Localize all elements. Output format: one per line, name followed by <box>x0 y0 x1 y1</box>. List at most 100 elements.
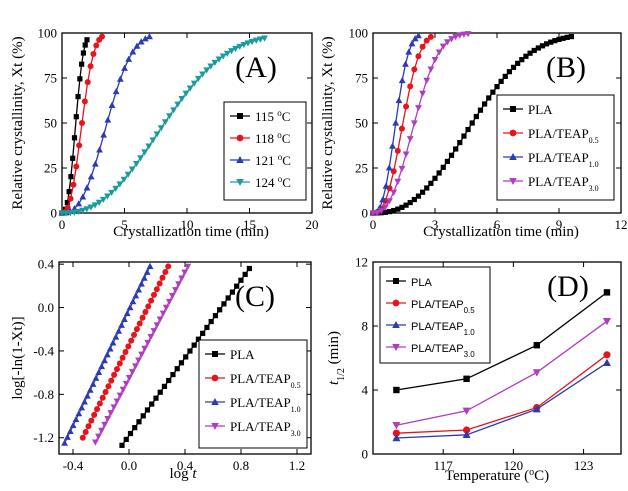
data-point <box>385 164 393 171</box>
data-point <box>394 147 401 154</box>
legend-marker <box>392 344 400 351</box>
legend-label: PLA <box>528 102 553 117</box>
series-line <box>396 362 608 439</box>
y-tick-label: 100 <box>349 26 369 41</box>
legend-label: PLA/TEAP0.5 <box>528 126 599 145</box>
data-point <box>150 328 158 335</box>
data-point <box>132 425 138 431</box>
series-0 <box>370 33 574 216</box>
data-point <box>165 263 172 270</box>
data-point <box>127 430 134 437</box>
y-axis-title: Relative crystallinity, Xt (%) <box>10 36 26 209</box>
data-point <box>101 421 109 429</box>
data-point <box>544 41 550 47</box>
x-tick-label: 0 <box>59 217 66 232</box>
data-point <box>379 196 387 203</box>
data-point <box>411 196 417 203</box>
data-point <box>236 43 244 51</box>
data-point <box>535 45 541 51</box>
data-point <box>415 32 422 39</box>
data-point <box>146 33 153 40</box>
data-point <box>431 57 439 64</box>
data-point <box>83 392 91 399</box>
data-point <box>457 139 463 146</box>
series-line <box>396 354 608 434</box>
data-point <box>539 43 546 49</box>
data-point <box>116 75 124 82</box>
data-point <box>83 184 91 191</box>
data-point <box>564 34 570 40</box>
x-axis-title: Crystallization time (min) <box>113 224 269 240</box>
data-point <box>200 330 206 336</box>
y-tick-label: 12 <box>355 255 368 270</box>
x-tick-label: 3 <box>432 217 439 232</box>
legend: 115 oC 118 oC 121 oC 124 oC <box>223 101 307 201</box>
data-point <box>392 433 401 442</box>
data-point <box>70 181 77 188</box>
legend-box <box>496 94 615 201</box>
legend-label: PLA <box>411 277 432 289</box>
data-point <box>153 395 159 401</box>
data-point <box>156 316 164 323</box>
y-tick-label: 100 <box>38 26 58 41</box>
data-point <box>111 371 118 378</box>
legend-marker <box>510 106 516 112</box>
data-point <box>104 416 112 423</box>
data-point <box>128 337 135 344</box>
data-point <box>461 133 467 139</box>
data-point <box>98 427 105 434</box>
data-point <box>79 434 86 441</box>
data-point <box>242 271 248 278</box>
data-point <box>166 113 173 120</box>
data-point <box>103 351 111 358</box>
data-point <box>178 275 186 282</box>
y-tick-label: -0.8 <box>33 387 54 402</box>
data-point <box>75 94 81 100</box>
data-point <box>125 55 133 62</box>
y-tick-label: 8 <box>362 319 369 334</box>
series-0 <box>119 265 252 448</box>
data-point <box>69 421 77 429</box>
data-point <box>122 380 130 388</box>
data-point <box>137 155 144 162</box>
y-tick-label: 50 <box>355 116 368 131</box>
x-tick-label: 20 <box>306 217 319 232</box>
data-point <box>122 349 129 356</box>
data-point <box>392 429 400 437</box>
y-tick-label: 0.0 <box>38 300 54 315</box>
data-point <box>382 182 390 189</box>
data-point <box>67 195 74 202</box>
data-point <box>105 383 112 390</box>
data-point <box>411 66 418 73</box>
data-point <box>125 343 132 350</box>
data-point <box>75 200 83 207</box>
data-point <box>110 404 118 411</box>
data-point <box>184 263 192 270</box>
data-point <box>112 185 120 192</box>
x-tick-label: 123 <box>574 458 594 473</box>
data-point <box>169 293 176 300</box>
data-point <box>256 36 264 43</box>
data-point <box>208 318 214 325</box>
data-point <box>369 210 377 217</box>
data-point <box>120 315 128 322</box>
data-point <box>125 375 133 382</box>
data-point <box>162 304 170 311</box>
x-tick-label: 15 <box>243 217 256 232</box>
data-point <box>464 31 472 38</box>
data-point <box>228 48 235 55</box>
data-point <box>66 210 74 217</box>
x-tick-label: 9 <box>556 217 563 232</box>
y-tick-label: 4 <box>362 383 369 398</box>
data-point <box>463 375 470 382</box>
data-point <box>108 377 115 384</box>
data-point <box>436 170 442 176</box>
data-point <box>95 368 103 376</box>
data-point <box>61 439 68 446</box>
data-point <box>71 135 78 141</box>
data-point <box>523 53 529 59</box>
data-point <box>92 374 100 381</box>
legend-marker <box>393 278 399 284</box>
data-point <box>415 53 422 60</box>
